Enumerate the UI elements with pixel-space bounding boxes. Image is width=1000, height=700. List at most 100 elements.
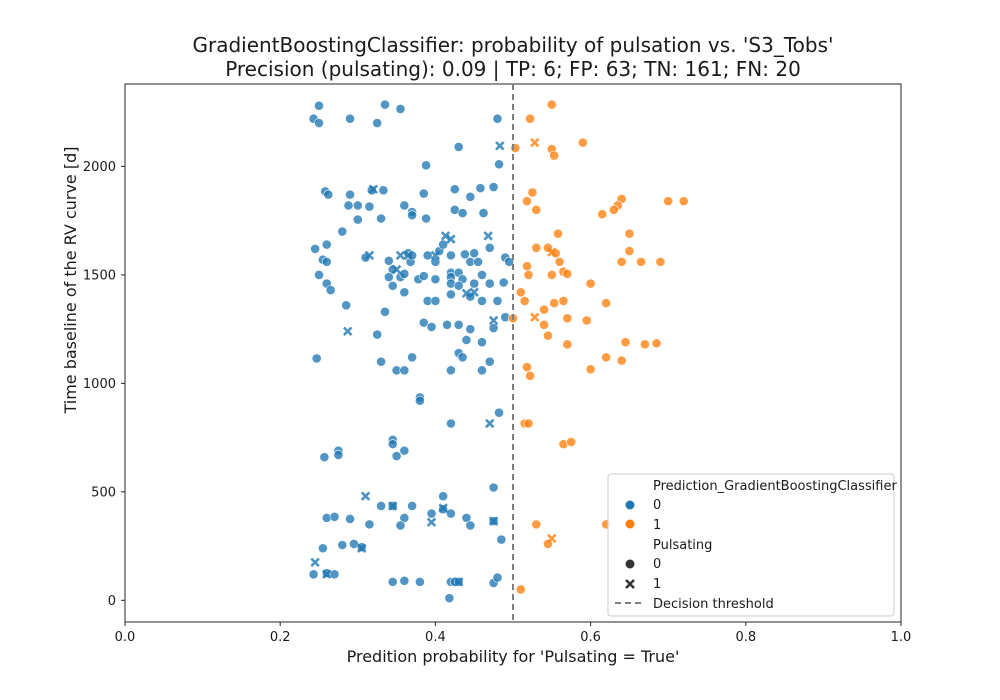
data-point-pulsating — [440, 231, 451, 241]
data-point-non-pulsating — [478, 208, 489, 218]
data-point-non-pulsating — [494, 159, 504, 170]
data-point-non-pulsating — [469, 278, 480, 289]
data-point-non-pulsating — [372, 329, 383, 340]
legend-hue-0-label: 0 — [653, 498, 661, 513]
y-tick-label: 1500 — [83, 268, 116, 283]
data-point-pulsating — [388, 501, 398, 511]
data-point-non-pulsating — [566, 437, 577, 447]
x-tick-label: 0.0 — [115, 630, 136, 645]
data-point-non-pulsating — [457, 352, 468, 363]
data-point-non-pulsating — [624, 246, 635, 256]
data-point-non-pulsating — [608, 204, 619, 215]
data-point-non-pulsating — [562, 313, 573, 324]
data-point-pulsating — [310, 557, 320, 568]
data-point-pulsating — [495, 141, 505, 151]
data-point-pulsating — [395, 250, 406, 261]
data-point-pulsating — [461, 288, 472, 299]
x-tick-label: 0.6 — [580, 630, 601, 645]
data-point-pulsating — [485, 418, 495, 429]
data-point-non-pulsating — [446, 365, 456, 376]
data-point-non-pulsating — [446, 418, 456, 429]
data-point-non-pulsating — [329, 511, 340, 522]
data-point-non-pulsating — [391, 451, 402, 461]
data-point-non-pulsating — [531, 204, 542, 215]
y-tick-label: 2000 — [83, 160, 116, 175]
y-axis-label: Time baseline of the RV curve [d] — [61, 146, 80, 414]
data-point-pulsating — [364, 250, 375, 261]
data-point-non-pulsating — [387, 439, 398, 450]
data-point-non-pulsating — [421, 213, 431, 224]
data-point-non-pulsating — [383, 272, 394, 282]
data-point-non-pulsating — [549, 298, 560, 309]
data-point-non-pulsating — [525, 370, 535, 381]
data-point-non-pulsating — [475, 183, 486, 194]
data-point-pulsating — [483, 231, 493, 241]
data-point-non-pulsating — [446, 508, 456, 519]
y-tick-label: 1000 — [83, 377, 116, 392]
data-point-non-pulsating — [333, 450, 344, 460]
data-point-pulsating — [342, 326, 353, 337]
data-point-non-pulsating — [477, 365, 487, 376]
data-point-non-pulsating — [418, 188, 429, 199]
data-point-non-pulsating — [314, 100, 324, 111]
data-point-non-pulsating — [531, 519, 542, 530]
data-point-pulsating — [403, 250, 413, 261]
data-point-non-pulsating — [418, 271, 429, 281]
data-point-pulsating — [438, 503, 448, 513]
data-point-non-pulsating — [323, 189, 334, 200]
data-point-non-pulsating — [465, 520, 476, 531]
data-point-non-pulsating — [430, 296, 441, 306]
data-point-non-pulsating — [519, 296, 530, 306]
data-point-non-pulsating — [465, 324, 476, 335]
data-point-non-pulsating — [601, 352, 612, 363]
data-point-non-pulsating — [459, 249, 470, 260]
data-point-non-pulsating — [461, 335, 472, 345]
data-point-pulsating — [322, 569, 332, 579]
data-point-non-pulsating — [395, 520, 406, 531]
x-axis-label: Predition probability for 'Pulsating = T… — [347, 647, 680, 666]
chart-title: GradientBoostingClassifier: probability … — [192, 33, 833, 57]
data-point-non-pulsating — [319, 452, 330, 463]
data-point-non-pulsating — [407, 210, 418, 221]
data-point-non-pulsating — [387, 280, 398, 291]
data-point-non-pulsating — [554, 256, 565, 267]
data-point-non-pulsating — [585, 364, 596, 375]
data-point-non-pulsating — [616, 256, 627, 267]
data-point-non-pulsating — [399, 268, 410, 279]
data-point-non-pulsating — [469, 248, 480, 259]
data-point-non-pulsating — [484, 356, 495, 367]
data-point-non-pulsating — [438, 491, 449, 502]
data-point-non-pulsating — [553, 228, 563, 239]
data-point-non-pulsating — [585, 278, 596, 289]
data-point-non-pulsating — [311, 353, 322, 364]
data-point-non-pulsating — [317, 543, 328, 554]
data-point-non-pulsating — [337, 226, 348, 237]
data-point-non-pulsating — [337, 540, 348, 550]
data-point-non-pulsating — [539, 304, 549, 315]
data-point-non-pulsating — [399, 287, 410, 298]
data-point-non-pulsating — [492, 113, 503, 124]
data-point-non-pulsating — [484, 278, 495, 289]
data-point-non-pulsating — [488, 482, 499, 493]
data-point-non-pulsating — [421, 160, 431, 171]
data-point-non-pulsating — [444, 593, 455, 604]
data-point-non-pulsating — [562, 339, 573, 350]
data-point-non-pulsating — [321, 239, 332, 250]
data-point-non-pulsating — [465, 191, 476, 202]
data-point-non-pulsating — [620, 337, 631, 348]
data-point-non-pulsating — [504, 256, 515, 267]
data-point-non-pulsating — [523, 270, 534, 280]
data-point-non-pulsating — [539, 319, 549, 330]
data-point-non-pulsating — [399, 200, 410, 211]
data-point-pulsating — [547, 247, 557, 257]
data-point-pulsating — [547, 533, 557, 544]
data-point-non-pulsating — [308, 569, 319, 580]
data-point-non-pulsating — [399, 575, 410, 586]
data-point-non-pulsating — [430, 274, 441, 285]
data-point-non-pulsating — [345, 514, 355, 524]
x-tick-label: 0.8 — [735, 630, 756, 645]
legend-hue-1-label: 1 — [653, 518, 661, 533]
data-point-non-pulsating — [494, 407, 504, 418]
legend-style-0-marker — [625, 559, 635, 569]
